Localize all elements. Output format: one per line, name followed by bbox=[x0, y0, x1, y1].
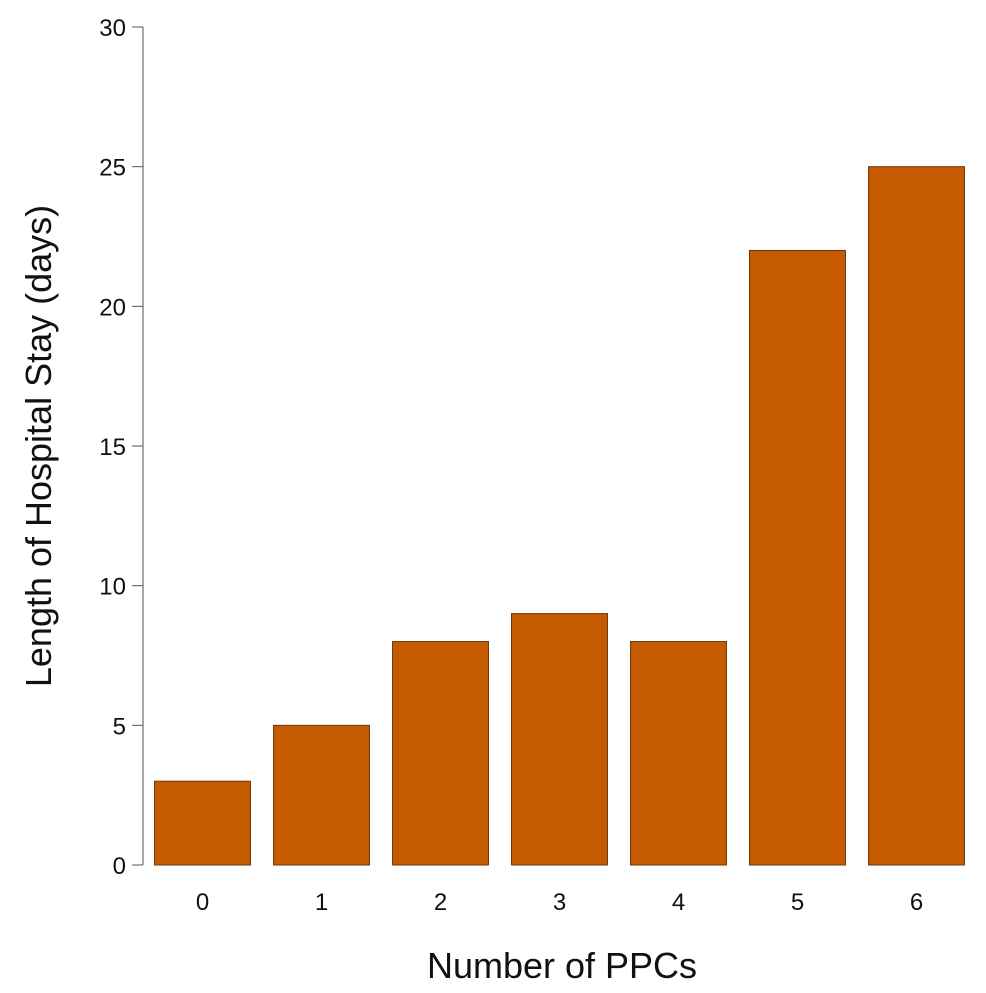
y-tick-label: 10 bbox=[99, 574, 126, 601]
y-tick-label: 0 bbox=[113, 853, 126, 880]
bar-0 bbox=[154, 780, 251, 866]
y-axis-title: Length of Hospital Stay (days) bbox=[18, 205, 59, 687]
y-axis: 0 5 10 15 20 25 30 bbox=[99, 15, 144, 880]
y-tick-label: 30 bbox=[99, 15, 126, 42]
x-tick-label: 1 bbox=[315, 889, 328, 916]
bar-4 bbox=[630, 641, 727, 866]
bar-6 bbox=[868, 166, 965, 866]
x-tick-label: 3 bbox=[553, 889, 566, 916]
y-tick-label: 15 bbox=[99, 434, 126, 461]
bar-2 bbox=[392, 641, 489, 866]
x-axis: 0 1 2 3 4 5 6 bbox=[196, 889, 923, 916]
y-tick-label: 25 bbox=[99, 155, 126, 182]
x-axis-title: Number of PPCs bbox=[427, 945, 697, 986]
x-tick-label: 5 bbox=[791, 889, 804, 916]
bar-3 bbox=[511, 613, 608, 866]
bars-group bbox=[154, 166, 965, 866]
x-tick-label: 6 bbox=[910, 889, 923, 916]
bar-1 bbox=[273, 724, 370, 866]
y-tick-label: 20 bbox=[99, 294, 126, 321]
x-tick-label: 2 bbox=[434, 889, 447, 916]
x-tick-label: 4 bbox=[672, 889, 685, 916]
bar-5 bbox=[749, 249, 846, 866]
y-tick-label: 5 bbox=[113, 713, 126, 740]
x-tick-label: 0 bbox=[196, 889, 209, 916]
